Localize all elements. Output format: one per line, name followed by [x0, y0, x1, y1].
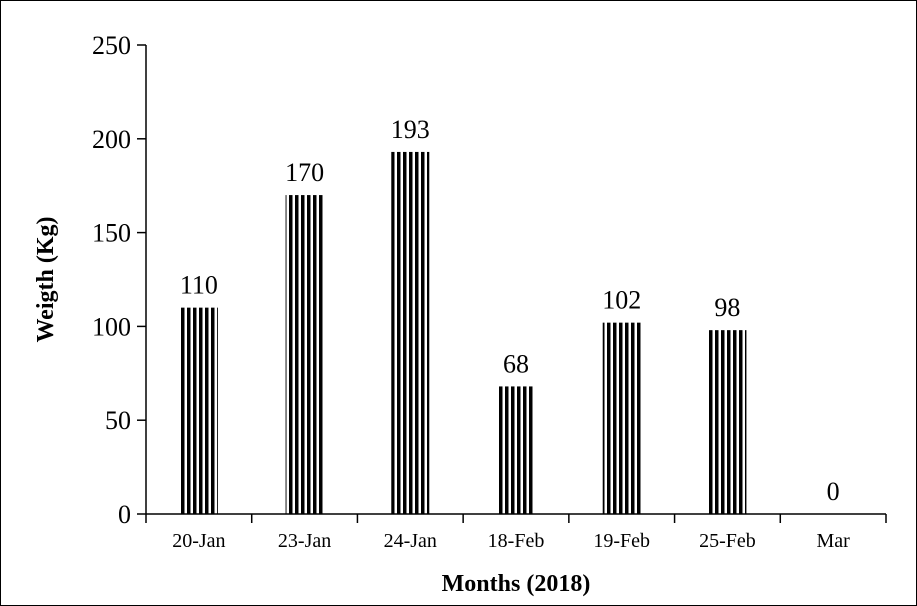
y-tick-label: 100 — [92, 312, 131, 341]
y-tick-label: 150 — [92, 219, 131, 248]
x-tick-label: Mar — [816, 530, 850, 552]
x-tick-label: 18-Feb — [488, 530, 545, 552]
bar — [497, 386, 535, 514]
bar — [602, 322, 641, 514]
x-tick-label: 24-Jan — [384, 530, 437, 552]
data-label: 170 — [285, 158, 324, 187]
bar — [179, 307, 218, 514]
y-tick-label: 0 — [118, 500, 131, 529]
y-tick-label: 200 — [92, 125, 131, 154]
x-tick-label: 20-Jan — [172, 530, 225, 552]
data-label: 110 — [180, 271, 218, 300]
x-tick-label: 23-Jan — [278, 530, 331, 552]
x-axis-title: Months (2018) — [442, 571, 591, 597]
data-label: 102 — [602, 286, 641, 315]
bar — [285, 195, 324, 514]
data-label: 68 — [503, 349, 529, 378]
y-tick-label: 50 — [105, 406, 131, 435]
bars: 110 170 193 68 102 98 0 — [180, 115, 840, 514]
y-tick-label: 250 — [92, 31, 131, 60]
x-tick-label: 19-Feb — [593, 530, 650, 552]
bar — [708, 330, 747, 514]
data-label: 193 — [391, 115, 430, 144]
data-label: 98 — [714, 293, 740, 322]
x-axis: 20-Jan 23-Jan 24-Jan 18-Feb 19-Feb 25-Feb Mar — [145, 513, 887, 552]
data-label: 0 — [827, 477, 840, 506]
x-tick-label: 25-Feb — [699, 530, 756, 552]
bar — [391, 151, 430, 514]
y-axis-title: Weigth (Kg) — [33, 217, 59, 343]
y-axis: 0 50 100 150 200 250 — [92, 31, 147, 529]
